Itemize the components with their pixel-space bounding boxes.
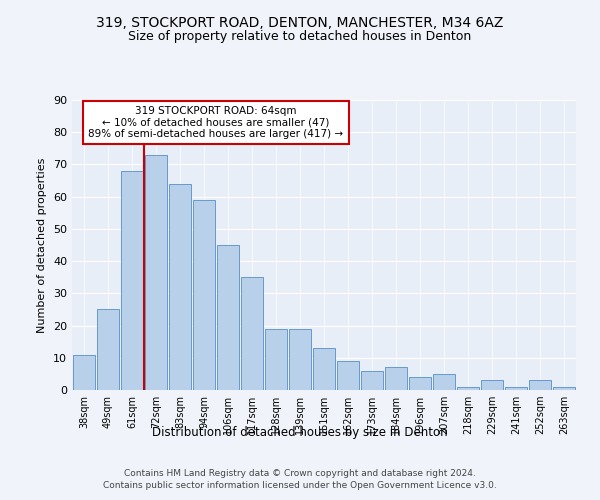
Text: Distribution of detached houses by size in Denton: Distribution of detached houses by size … <box>152 426 448 439</box>
Bar <box>289 329 311 390</box>
Bar <box>409 377 431 390</box>
Y-axis label: Number of detached properties: Number of detached properties <box>37 158 47 332</box>
Bar <box>361 370 383 390</box>
Bar <box>241 277 263 390</box>
Bar <box>313 348 335 390</box>
Bar <box>193 200 215 390</box>
Bar <box>337 361 359 390</box>
Text: 319 STOCKPORT ROAD: 64sqm
← 10% of detached houses are smaller (47)
89% of semi-: 319 STOCKPORT ROAD: 64sqm ← 10% of detac… <box>88 106 344 139</box>
Bar <box>217 245 239 390</box>
Bar <box>73 354 95 390</box>
Text: Contains public sector information licensed under the Open Government Licence v3: Contains public sector information licen… <box>103 481 497 490</box>
Text: Size of property relative to detached houses in Denton: Size of property relative to detached ho… <box>128 30 472 43</box>
Bar <box>385 368 407 390</box>
Bar <box>553 387 575 390</box>
Bar <box>97 310 119 390</box>
Text: 319, STOCKPORT ROAD, DENTON, MANCHESTER, M34 6AZ: 319, STOCKPORT ROAD, DENTON, MANCHESTER,… <box>97 16 503 30</box>
Bar <box>457 387 479 390</box>
Bar <box>433 374 455 390</box>
Text: Contains HM Land Registry data © Crown copyright and database right 2024.: Contains HM Land Registry data © Crown c… <box>124 469 476 478</box>
Bar <box>505 387 527 390</box>
Bar <box>529 380 551 390</box>
Bar <box>481 380 503 390</box>
Bar <box>169 184 191 390</box>
Bar <box>265 329 287 390</box>
Bar <box>121 171 143 390</box>
Bar <box>145 155 167 390</box>
